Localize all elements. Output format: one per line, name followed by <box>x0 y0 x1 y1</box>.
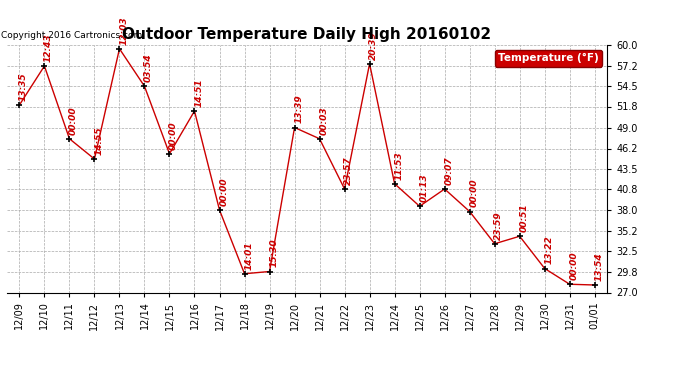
Text: 03:54: 03:54 <box>144 54 153 82</box>
Text: 14:55: 14:55 <box>94 126 103 155</box>
Text: 20:39: 20:39 <box>369 31 378 60</box>
Text: 00:00: 00:00 <box>69 106 78 135</box>
Text: 00:00: 00:00 <box>169 121 178 150</box>
Text: 14:51: 14:51 <box>194 78 203 107</box>
Text: 23:57: 23:57 <box>344 156 353 185</box>
Text: 00:03: 00:03 <box>319 106 328 135</box>
Text: 11:53: 11:53 <box>394 151 403 180</box>
Text: 00:00: 00:00 <box>569 252 578 280</box>
Text: 00:00: 00:00 <box>219 177 228 206</box>
Text: 13:39: 13:39 <box>294 95 303 123</box>
Text: 14:01: 14:01 <box>244 241 253 270</box>
Text: 01:13: 01:13 <box>420 174 428 202</box>
Text: Copyright 2016 Cartronics.com: Copyright 2016 Cartronics.com <box>1 31 142 40</box>
Text: 23:59: 23:59 <box>494 211 503 240</box>
Legend: Temperature (°F): Temperature (°F) <box>495 50 602 66</box>
Text: 00:51: 00:51 <box>520 204 529 232</box>
Title: Outdoor Temperature Daily High 20160102: Outdoor Temperature Daily High 20160102 <box>123 27 491 42</box>
Text: 13:54: 13:54 <box>594 252 603 281</box>
Text: 09:07: 09:07 <box>444 156 453 185</box>
Text: 00:00: 00:00 <box>469 179 478 207</box>
Text: 12:43: 12:43 <box>44 33 53 62</box>
Text: 13:22: 13:22 <box>544 236 553 264</box>
Text: 13:35: 13:35 <box>19 72 28 101</box>
Text: 15:30: 15:30 <box>269 239 278 267</box>
Text: 12:03: 12:03 <box>119 16 128 45</box>
